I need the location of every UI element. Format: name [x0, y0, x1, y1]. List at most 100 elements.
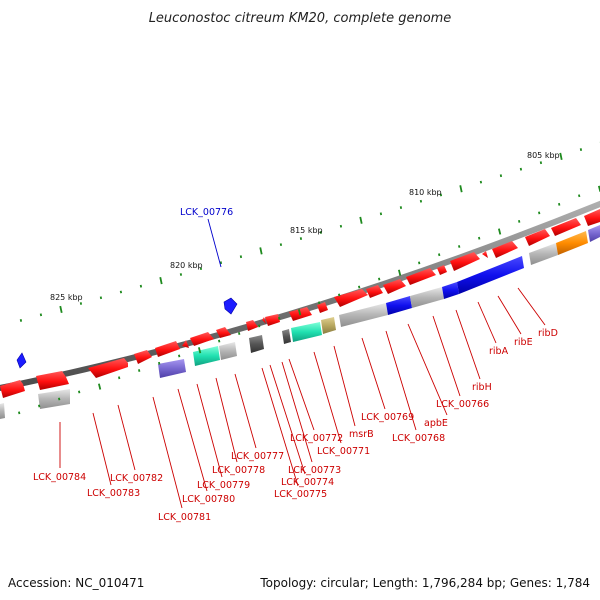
cog-box-edge-right [588, 225, 600, 242]
scale-label-805: 805 kbp [527, 151, 560, 160]
genome-summary-text: Topology: circular; Length: 1,796,284 bp… [260, 576, 590, 590]
gene-label-LCK_00776[interactable]: LCK_00776 [180, 207, 233, 218]
scale-minor-tick [19, 319, 23, 322]
gene-label-LCK_00774[interactable]: LCK_00774 [281, 477, 334, 488]
scale-minor-tick [499, 174, 503, 178]
scale-minor-tick [539, 161, 543, 165]
gene-arrow-ribH [482, 251, 488, 258]
gene-arrow-LCK_00777 [246, 320, 258, 331]
leader-line-LCK_00779 [196, 383, 223, 478]
gene-label-apbE[interactable]: apbE [424, 418, 448, 429]
scale-minor-tick [439, 193, 443, 197]
gene-label-LCK_00771[interactable]: LCK_00771 [317, 446, 370, 457]
gene-label-ribE[interactable]: ribE [514, 337, 533, 348]
cog-box-LCK_00766 [442, 282, 459, 299]
inner-tick [157, 361, 161, 365]
cog-box-LCK_00779 [219, 342, 237, 360]
gene-label-LCK_00773[interactable]: LCK_00773 [288, 465, 341, 476]
gene-reverse-edge [16, 352, 27, 369]
gene-label-msrB[interactable]: msrB [349, 429, 374, 440]
cog-box-apbE [410, 287, 444, 308]
gene-label-LCK_00783[interactable]: LCK_00783 [87, 488, 140, 499]
cog-box-LCK_00769 [339, 303, 388, 327]
inner-tick [38, 404, 41, 408]
inner-tick [258, 324, 261, 328]
inner-tick [198, 347, 202, 354]
cog-box-LCK_00784 [38, 389, 70, 409]
gene-label-LCK_00777[interactable]: LCK_00777 [231, 451, 284, 462]
gene-label-LCK_00778[interactable]: LCK_00778 [212, 465, 265, 476]
leader-line-LCK_00769 [361, 337, 386, 410]
gene-label-LCK_00768[interactable]: LCK_00768 [392, 433, 445, 444]
inner-tick [498, 228, 502, 235]
cog-box-msrB [321, 317, 336, 334]
gene-arrow-LCK_00775 [262, 317, 266, 324]
scale-minor-tick [399, 206, 403, 209]
inner-tick [577, 194, 581, 198]
gene-labels: LCK_00784 LCK_00783 LCK_00782 LCK_00781 … [33, 207, 558, 523]
gene-label-LCK_00772[interactable]: LCK_00772 [290, 433, 343, 444]
leader-line-LCK_00780 [177, 388, 208, 492]
gene-arrow-LCK_00769 [383, 279, 406, 294]
gene-label-ribH[interactable]: ribH [472, 382, 492, 393]
gene-arrow-msrB [366, 285, 383, 298]
cog-box-LCK_00771 [291, 322, 322, 342]
leader-line-LCK_00773 [281, 361, 313, 463]
gene-arrow-LCK_00778 [216, 327, 231, 338]
inner-tick [78, 390, 81, 394]
leader-line-LCK_00774 [269, 364, 306, 475]
gene-arrow-edge [0, 380, 25, 398]
leader-line-ribH [455, 309, 481, 380]
cog-box-ribE [529, 243, 558, 265]
inner-tick [277, 316, 281, 320]
scale-label-810: 810 kbp [409, 188, 442, 197]
gene-arrow-LCK_00766 [450, 252, 480, 271]
gene-label-ribD[interactable]: ribD [538, 328, 558, 339]
inner-ticks [18, 185, 600, 415]
cog-box-LCK_00768 [386, 296, 412, 315]
gene-arrow-LCK_00782 [134, 350, 152, 364]
gene-LCK_00776-reverse [223, 297, 238, 315]
scale-major-tick [359, 216, 363, 224]
scale-label-815: 815 kbp [290, 226, 323, 235]
gene-label-LCK_00780[interactable]: LCK_00780 [182, 494, 235, 505]
gene-label-LCK_00775[interactable]: LCK_00775 [274, 489, 327, 500]
gene-arrow-ribE [525, 229, 550, 246]
gene-label-LCK_00779[interactable]: LCK_00779 [197, 480, 250, 491]
inner-tick [418, 261, 421, 265]
inner-tick [218, 339, 221, 343]
scale-minor-tick [379, 212, 383, 216]
inner-tick [338, 293, 341, 297]
gene-label-LCK_00782[interactable]: LCK_00782 [110, 473, 163, 484]
gene-label-LCK_00781[interactable]: LCK_00781 [158, 512, 211, 523]
leader-line-LCK_00775 [261, 367, 299, 487]
gene-label-LCK_00766[interactable]: LCK_00766 [436, 399, 489, 410]
inner-tick [378, 277, 381, 281]
inner-tick [318, 301, 321, 305]
gene-arrow-ribD [551, 218, 581, 236]
scale-minor-tick [119, 290, 123, 294]
leader-line-LCK_00782 [117, 404, 136, 471]
scale-major-tick [559, 152, 563, 160]
inner-tick [118, 376, 121, 380]
scale-major-tick [59, 305, 63, 314]
gene-arrow-LCK_00771 [334, 289, 368, 307]
leader-line-LCK_00768 [385, 330, 417, 431]
leader-line-ribA [477, 301, 497, 344]
leader-line-msrB [333, 345, 356, 427]
scale-major-tick [159, 277, 163, 285]
gene-label-LCK_00769[interactable]: LCK_00769 [361, 412, 414, 423]
gene-arrow-LCK_00774 [265, 314, 280, 326]
gene-label-LCK_00784[interactable]: LCK_00784 [33, 472, 86, 483]
scale-minor-tick [79, 302, 83, 305]
inner-tick [18, 411, 21, 415]
gene-arrow-LCK_00784 [36, 371, 69, 390]
gene-arrow-apbE [437, 265, 447, 275]
forward-strand-genes [0, 209, 600, 398]
inner-tick [397, 269, 402, 276]
inner-tick [437, 253, 441, 257]
inner-tick [538, 211, 541, 215]
scale-label-820: 820 kbp [170, 261, 203, 270]
gene-label-ribA[interactable]: ribA [489, 346, 509, 357]
